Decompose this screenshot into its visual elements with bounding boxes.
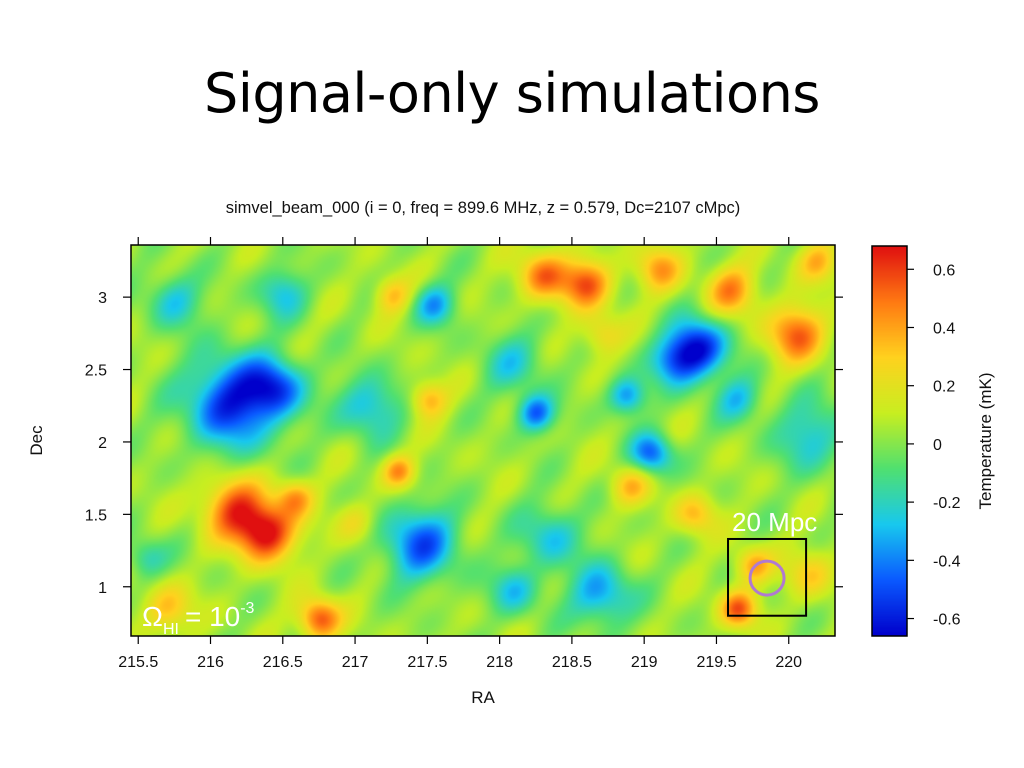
- colorbar-tick-label: -0.4: [933, 553, 961, 570]
- x-tick-label: 215.5: [118, 654, 158, 671]
- y-tick-label: 1: [98, 580, 107, 597]
- x-tick-label: 220: [775, 654, 802, 671]
- omega-equals: = 10: [185, 601, 240, 632]
- slide-title: Signal-only simulations: [204, 62, 820, 125]
- colorbar-tick-label: -0.2: [933, 495, 961, 512]
- x-tick-label: 219.5: [696, 654, 736, 671]
- colorbar-frame: [871, 245, 908, 637]
- x-tick-label: 216: [197, 654, 224, 671]
- y-tick-label: 3: [98, 290, 107, 307]
- y-tick-label: 2.5: [85, 363, 107, 380]
- colorbar-tick-label: 0.2: [933, 379, 955, 396]
- beam-circle: [748, 559, 786, 597]
- scale-box: [727, 537, 808, 617]
- colorbar-tick-label: 0.4: [933, 320, 955, 337]
- x-tick-label: 217.5: [407, 654, 447, 671]
- colorbar-tick-label: 0.6: [933, 262, 955, 279]
- chart-title: simvel_beam_000 (i = 0, freq = 899.6 MHz…: [226, 199, 741, 217]
- colorbar-tick-label: 0: [933, 437, 942, 454]
- colorbar-tick-label: -0.6: [933, 612, 961, 629]
- x-tick-label: 218.5: [552, 654, 592, 671]
- y-tick-label: 1.5: [85, 507, 107, 524]
- omega-hi-annotation: ΩHI = 10-3: [142, 600, 255, 638]
- scale-box-label: 20 Mpc: [732, 507, 817, 537]
- heatmap-image: [131, 245, 835, 636]
- plot-frame: [130, 244, 836, 637]
- y-tick-label: 2: [98, 435, 107, 452]
- y-axis: 1 1.5 2 2.5 3: [85, 290, 843, 597]
- omega-symbol: Ω: [142, 601, 163, 632]
- x-tick-label: 217: [342, 654, 369, 671]
- omega-subscript: HI: [163, 621, 179, 638]
- x-tick-label: 218: [486, 654, 513, 671]
- x-tick-label: 219: [631, 654, 658, 671]
- omega-exponent: -3: [240, 600, 254, 617]
- colorbar-axis: -0.6 -0.4 -0.2 0 0.2 0.4 0.6: [907, 262, 961, 629]
- x-tick-label: 216.5: [263, 654, 303, 671]
- colorbar-gradient: [872, 246, 907, 636]
- x-axis-label: RA: [471, 688, 495, 707]
- x-axis: 215.5 216 216.5 217 217.5 218 218.5 219 219.5 220: [118, 237, 802, 671]
- y-axis-label: Dec: [27, 425, 46, 456]
- colorbar-label: Temperature (mK): [976, 373, 995, 510]
